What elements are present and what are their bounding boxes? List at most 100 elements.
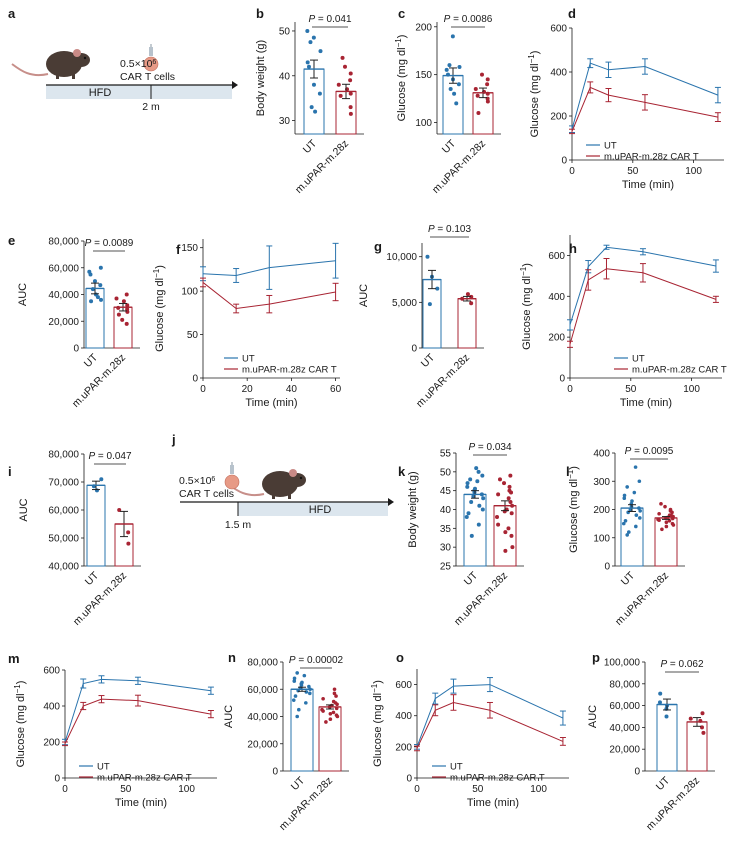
- legend-label: UT: [604, 141, 617, 152]
- y-tick-label: 600: [395, 680, 412, 691]
- y-tick-label: 80,000: [48, 237, 79, 248]
- data-point: [302, 673, 307, 678]
- cells-label: CAR T cells: [120, 71, 175, 83]
- data-point: [623, 519, 628, 523]
- hfd-bar: [238, 502, 388, 516]
- mouse-ear: [73, 49, 81, 57]
- mouse-illustration: [11, 49, 90, 79]
- data-point: [348, 91, 353, 96]
- panel-letter: k: [398, 464, 406, 479]
- bar-ut: [656, 704, 678, 772]
- mouse-leg: [288, 494, 291, 499]
- y-tick-label: 40,000: [609, 723, 640, 734]
- x-tick-label: 50: [472, 784, 484, 795]
- x-tick-label: UT: [301, 137, 320, 156]
- x-tick-label: m.uPAR-m.28z: [452, 570, 510, 628]
- mouse-leg: [72, 74, 75, 79]
- panel-letter: j: [171, 432, 176, 447]
- panel-letter: l: [566, 464, 570, 479]
- data-point: [348, 105, 353, 110]
- data-point: [485, 77, 490, 82]
- data-point: [321, 696, 325, 701]
- time-label: 1.5 m: [225, 519, 252, 531]
- y-tick-label: 200: [43, 738, 60, 749]
- data-point: [468, 477, 473, 482]
- panel-h: h 0 200 400 600 0 50 100 Time (min) Glucose (mg d…: [519, 235, 727, 409]
- dose-label: 0.5×106: [179, 475, 215, 487]
- panel-letter: m: [8, 651, 20, 666]
- x-tick-label: 50: [627, 166, 639, 177]
- data-point: [295, 671, 299, 675]
- series-line-ut: [202, 260, 336, 276]
- data-point: [625, 533, 630, 537]
- dose-label: 0.5×106: [120, 58, 156, 70]
- y-tick-label: 80,000: [48, 450, 79, 461]
- bar-car: [686, 721, 708, 772]
- y-tick-label: 200: [395, 742, 412, 753]
- y-tick-label: 400: [550, 68, 567, 79]
- y-tick-label: 0: [406, 774, 412, 785]
- data-point: [700, 711, 705, 716]
- data-point: [477, 503, 482, 508]
- y-tick-label: 0: [559, 374, 565, 385]
- x-tick-label: UT: [82, 351, 101, 370]
- data-point: [307, 684, 311, 689]
- data-point: [485, 82, 490, 87]
- y-tick-label: 0: [634, 767, 640, 778]
- data-point: [318, 49, 323, 54]
- x-axis-label: Time (min): [115, 797, 167, 809]
- y-tick-label: 50,000: [48, 534, 79, 545]
- p-value-label: P = 0.047: [88, 451, 132, 462]
- data-point: [450, 34, 455, 39]
- y-tick-label: 60,000: [247, 685, 278, 696]
- y-tick-label: 200: [415, 22, 432, 33]
- p-value-label: P = 0.0095: [625, 446, 674, 457]
- data-point: [317, 91, 322, 96]
- x-tick-label: UT: [419, 351, 438, 370]
- cells-label: CAR T cells: [179, 488, 234, 500]
- series-line-car: [202, 282, 336, 310]
- panel-d: d 0 200 400 600 0 50 100 Time (min) Glucose (mg d…: [527, 6, 724, 191]
- x-axis-label: Time (min): [245, 397, 297, 409]
- data-point: [116, 312, 121, 317]
- data-point: [126, 541, 131, 546]
- data-point: [340, 55, 345, 60]
- y-tick-label: 600: [548, 251, 565, 262]
- data-point: [304, 701, 308, 705]
- panel-f: f 0 50 100 150 0 20 40 60 Time (min) Glucose (mg d…: [152, 239, 342, 409]
- x-tick-label: 40: [286, 384, 298, 395]
- data-point: [293, 694, 298, 698]
- data-point: [98, 283, 103, 288]
- data-point: [92, 279, 97, 284]
- data-point: [324, 720, 328, 724]
- y-tick-label: 600: [550, 24, 567, 35]
- data-point: [496, 522, 501, 527]
- y-tick-label: 0: [272, 767, 278, 778]
- mouse-illustration: [227, 469, 306, 499]
- data-point: [664, 520, 669, 525]
- data-point: [481, 496, 486, 501]
- data-point: [348, 111, 353, 116]
- x-tick-label: UT: [83, 569, 102, 588]
- data-point: [457, 64, 462, 69]
- y-tick-label: 100: [593, 533, 610, 544]
- y-tick-label: 20,000: [247, 739, 278, 750]
- data-point: [701, 730, 706, 735]
- timeline-arrowhead: [232, 81, 238, 89]
- syringe-icon: [149, 47, 153, 56]
- x-tick-label: 50: [120, 784, 132, 795]
- data-point: [99, 477, 104, 482]
- x-tick-label: UT: [289, 774, 308, 793]
- data-point: [469, 499, 474, 504]
- x-axis-label: Time (min): [622, 179, 674, 191]
- data-point: [496, 492, 501, 497]
- data-point: [657, 511, 661, 516]
- data-point: [335, 714, 340, 719]
- y-axis-label: Glucose (mg dl−1): [566, 466, 581, 553]
- panel-m: m 0 200 400 600 0 50 100 Time (min) Glucose (mg d…: [8, 651, 217, 809]
- y-axis-label: AUC: [18, 498, 30, 521]
- y-tick-label: 40,000: [48, 290, 79, 301]
- data-point: [98, 265, 103, 270]
